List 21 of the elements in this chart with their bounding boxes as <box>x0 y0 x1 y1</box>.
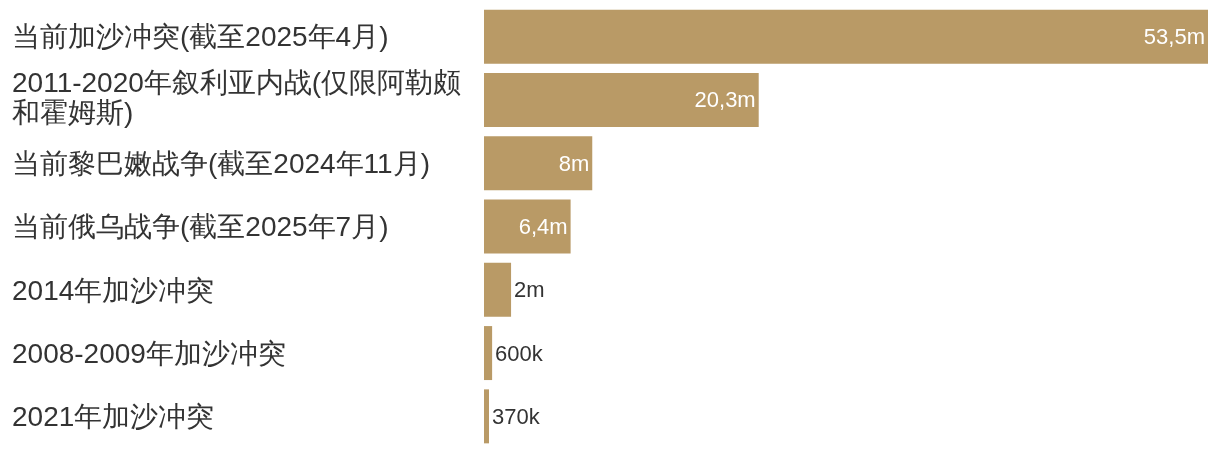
y-tick-label: 2014年加沙冲突 <box>12 274 215 306</box>
bar <box>484 326 493 381</box>
bar <box>484 9 1208 64</box>
y-tick-label: 2021年加沙冲突 <box>12 401 215 433</box>
data-label: 600k <box>495 340 544 366</box>
data-label: 53,5m <box>1143 24 1205 50</box>
y-tick-label: 当前黎巴嫩战争(截至2024年11月) <box>12 148 431 180</box>
data-label: 20,3m <box>694 87 756 113</box>
bar <box>484 389 490 444</box>
y-tick-label: 当前俄乌战争(截至2025年7月) <box>12 211 389 243</box>
bar <box>484 136 593 191</box>
data-label: 2m <box>514 277 545 303</box>
y-tick-label: 2008-2009年加沙冲突 <box>12 337 286 369</box>
data-label: 6,4m <box>518 214 568 239</box>
y-tick-label: 当前加沙冲突(截至2025年4月) <box>12 21 389 53</box>
bar <box>484 72 759 127</box>
bar <box>484 199 571 254</box>
data-label: 8m <box>558 150 590 176</box>
y-tick-label: 2011-2020年叙利亚内战(仅限阿勒颇和霍姆斯) <box>12 66 462 129</box>
data-label: 370k <box>492 403 541 429</box>
bar <box>484 262 512 317</box>
